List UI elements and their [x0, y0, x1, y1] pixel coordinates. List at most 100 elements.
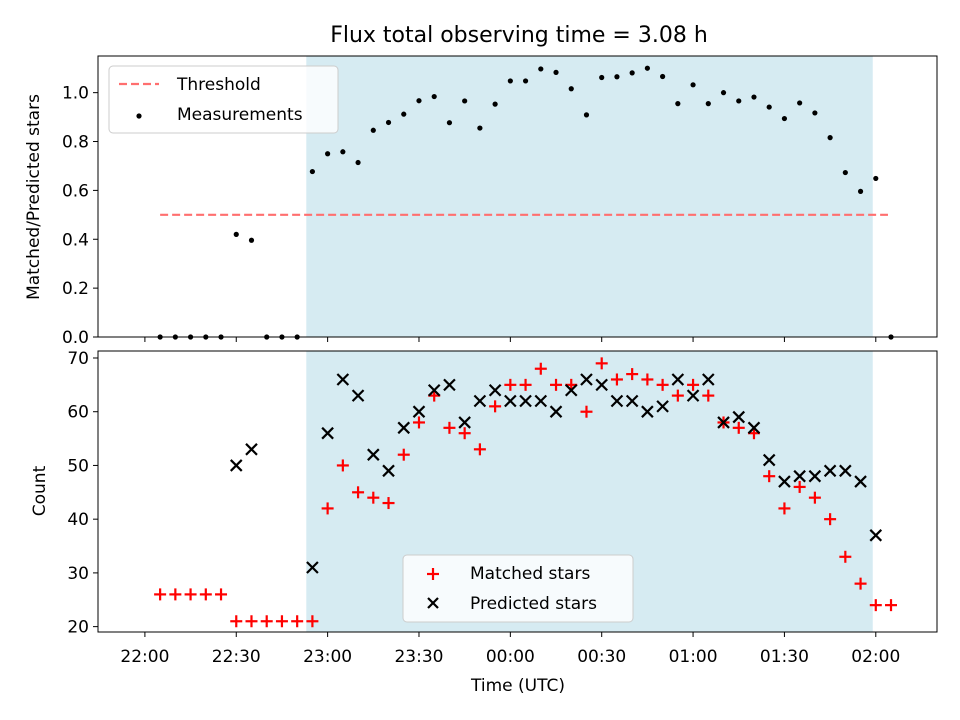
measurement-point	[401, 111, 407, 117]
predicted-star-marker	[549, 405, 563, 418]
matched-star-marker	[489, 400, 502, 413]
measurement-point	[736, 98, 742, 104]
predicted-star-marker	[580, 373, 593, 386]
matched-star-marker	[367, 491, 380, 504]
matched-star-marker	[169, 588, 182, 601]
predicted-star-marker	[473, 394, 487, 408]
bottom-y-ticks: 20 30 40 50 60 70	[67, 349, 98, 638]
measurement-point	[355, 159, 361, 166]
matched-star-marker	[412, 416, 425, 429]
measurement-point	[690, 82, 696, 88]
matched-star-marker	[732, 421, 745, 434]
measurement-point	[614, 74, 620, 80]
x-tick-label: 22:00	[120, 647, 169, 667]
measurement-point	[660, 73, 666, 80]
matched-star-marker	[504, 378, 517, 391]
legend-matched-label: Matched stars	[470, 564, 590, 584]
predicted-star-marker	[808, 469, 822, 483]
measurement-point	[857, 188, 864, 194]
matched-star-marker	[306, 615, 319, 628]
measurement-point	[705, 101, 711, 107]
x-tick-label: 23:00	[303, 647, 352, 667]
chart-title: Flux total observing time = 3.08 h	[330, 23, 708, 48]
predicted-star-marker	[595, 378, 608, 392]
legend-predicted-swatch	[427, 597, 439, 609]
legend-measurements-label: Measurements	[177, 105, 303, 125]
matched-star-marker	[534, 362, 547, 375]
predicted-star-marker	[321, 426, 334, 440]
measurement-point	[827, 135, 833, 141]
x-tick-label: 00:30	[577, 647, 626, 667]
y-tick-label: 50	[67, 456, 89, 476]
x-tick-label: 22:30	[212, 647, 261, 667]
matched-star-marker	[230, 615, 243, 628]
matched-star-marker	[154, 588, 167, 601]
measurement-point	[446, 120, 453, 126]
measurement-point	[766, 104, 772, 110]
measurement-point	[477, 125, 483, 131]
measurement-point	[720, 90, 727, 96]
y-tick-label: 40	[67, 510, 89, 530]
measurement-point	[675, 101, 681, 107]
matched-star-marker	[550, 378, 563, 391]
measurement-point	[599, 74, 605, 81]
predicted-star-marker	[839, 464, 852, 478]
matched-star-marker	[260, 615, 273, 628]
bottom-plot-frame	[97, 350, 938, 633]
measurement-point	[751, 94, 757, 100]
top-x-ticks	[144, 337, 877, 342]
predicted-star-marker	[686, 389, 700, 402]
matched-star-marker	[854, 577, 867, 590]
legend-predicted-label: Predicted stars	[470, 594, 597, 614]
x-axis-label: Time (UTC)	[470, 676, 565, 696]
legend-matched-swatch	[427, 568, 439, 580]
predicted-star-markers	[229, 373, 883, 574]
predicted-star-marker	[671, 373, 685, 386]
matched-star-marker	[458, 427, 471, 440]
measurement-point	[812, 110, 818, 116]
matched-star-markers	[154, 357, 898, 628]
measurement-point	[507, 78, 513, 84]
matched-star-marker	[473, 443, 486, 456]
matched-star-marker	[839, 550, 852, 563]
top-plot-frame	[97, 55, 938, 338]
matched-star-marker	[382, 497, 395, 510]
predicted-star-marker	[306, 561, 319, 574]
matched-star-marker	[291, 615, 304, 628]
predicted-star-marker	[641, 405, 654, 418]
matched-star-marker	[610, 373, 623, 386]
top-legend: Threshold Measurements	[108, 65, 339, 134]
predicted-star-marker	[504, 394, 517, 408]
y-tick-label: 0.2	[62, 279, 89, 299]
measurement-point	[781, 115, 788, 122]
top-legend-box	[108, 65, 339, 134]
predicted-star-marker	[564, 383, 578, 397]
y-tick-label: 0.0	[62, 328, 89, 348]
matched-star-marker	[885, 599, 898, 612]
predicted-star-marker	[351, 389, 365, 402]
bottom-panel: 20 30 40 50 60 70 22:00 22:30 23:00 23:30 00:00 00…	[30, 349, 938, 696]
y-tick-label: 0.8	[62, 133, 89, 153]
matched-star-marker	[808, 491, 821, 504]
measurement-point	[462, 98, 468, 104]
matched-star-marker	[215, 588, 228, 601]
predicted-star-marker	[534, 394, 548, 408]
measurement-point	[568, 86, 574, 92]
measurement-point	[797, 100, 803, 106]
predicted-star-marker	[245, 443, 258, 456]
x-tick-label: 01:30	[760, 647, 809, 667]
matched-star-marker	[641, 373, 654, 386]
y-tick-label: 20	[67, 618, 89, 638]
measurement-point	[842, 169, 848, 176]
predicted-star-marker	[793, 469, 806, 483]
matched-star-marker	[199, 588, 212, 601]
measurement-point	[873, 175, 879, 182]
y-tick-label: 0.4	[62, 230, 89, 250]
matched-star-marker	[184, 588, 197, 601]
y-tick-label: 70	[67, 349, 89, 369]
matched-star-marker	[778, 502, 791, 515]
matched-star-marker	[580, 405, 593, 418]
matched-star-marker	[595, 357, 608, 370]
matched-star-marker	[321, 502, 334, 515]
